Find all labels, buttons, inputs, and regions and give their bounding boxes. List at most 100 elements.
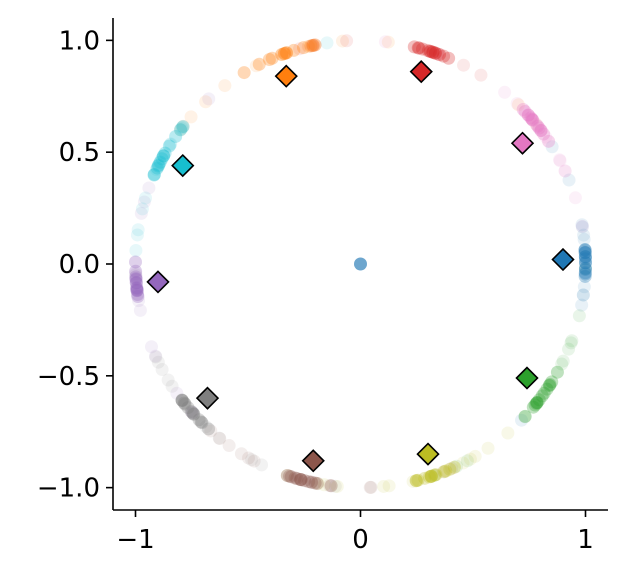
cluster-point (306, 38, 320, 52)
cluster-point (542, 134, 556, 148)
cluster-point (294, 473, 308, 487)
cluster-point (162, 139, 176, 153)
halo-point (518, 410, 532, 424)
cluster-point (518, 105, 532, 119)
halo-point (212, 431, 226, 445)
halo-point (142, 181, 156, 195)
cluster-point (184, 404, 198, 418)
halo-point (468, 449, 482, 463)
halo-point (245, 453, 259, 467)
halo-point (130, 228, 144, 242)
cluster-point (537, 386, 551, 400)
halo-point (317, 478, 331, 492)
halo-point (306, 38, 320, 52)
cluster-point (550, 365, 564, 379)
center-point-layer (354, 257, 367, 271)
cluster-point (532, 121, 546, 135)
halo-point (199, 420, 213, 434)
cluster-point (578, 256, 592, 270)
cluster-point (186, 406, 200, 420)
halo-point (139, 191, 153, 205)
cluster-point (534, 123, 548, 137)
cluster-point (293, 472, 307, 486)
cluster-point (175, 393, 189, 407)
cluster-point (157, 149, 171, 163)
halo-point (149, 350, 163, 364)
cluster-point (424, 469, 438, 483)
halo-point (151, 355, 165, 369)
halo-point (539, 130, 553, 144)
cluster-point (442, 51, 456, 65)
halo-point (247, 454, 261, 468)
halo-point (293, 42, 307, 56)
halo-point (305, 39, 319, 53)
halo-point (515, 413, 529, 427)
cluster-point (130, 281, 144, 295)
cluster-point (524, 111, 538, 125)
halo-point (555, 357, 569, 371)
y-tick-label: −0.5 (37, 362, 100, 392)
halo-point (431, 47, 445, 61)
halo-point (275, 47, 289, 61)
cluster-point (407, 40, 421, 54)
cluster-point (202, 422, 216, 436)
halo-point (249, 59, 263, 73)
halo-point (320, 36, 334, 50)
axes-layer: −1 0 1 −1.0 −0.5 0.0 0.5 1.0 (37, 18, 608, 555)
cluster-point (535, 389, 549, 403)
cluster-point (540, 382, 554, 396)
cluster-point (426, 45, 440, 59)
halo-point (129, 268, 143, 282)
halo-point (498, 85, 512, 99)
prototype-diamond (551, 247, 575, 272)
halo-point (565, 334, 579, 348)
halo-point (382, 479, 396, 493)
cluster-point (187, 407, 201, 421)
cluster-point (521, 108, 535, 122)
halo-point (132, 294, 146, 308)
halo-point (323, 479, 337, 493)
cluster-point (578, 243, 592, 257)
cluster-point (525, 112, 539, 126)
halo-point (222, 439, 236, 453)
halo-point (460, 454, 474, 468)
cluster-point (178, 397, 192, 411)
halo-point (175, 121, 189, 135)
cluster-point (157, 149, 171, 163)
halo-point (427, 468, 441, 482)
halo-point (578, 262, 592, 276)
halo-point (213, 431, 227, 445)
cluster-point (529, 396, 543, 410)
halo-point (456, 456, 470, 470)
cluster-point (447, 460, 461, 474)
halo-point (463, 452, 477, 466)
cluster-point (129, 276, 143, 290)
cluster-point (147, 167, 161, 181)
halo-point (450, 459, 464, 473)
halo-point (558, 164, 572, 178)
halo-point (558, 164, 572, 178)
cluster-point (310, 476, 324, 490)
halo-point (562, 173, 576, 187)
halo-point (364, 480, 378, 494)
cluster-point (426, 45, 440, 59)
halo-point (575, 219, 589, 233)
halo-point (242, 451, 256, 465)
halo-point (129, 267, 143, 281)
y-tick-label: 0.0 (59, 250, 100, 280)
halo-point (129, 243, 143, 257)
cluster-point (130, 284, 144, 298)
x-tick-label: 0 (352, 525, 369, 555)
halo-point (481, 441, 495, 455)
halo-point (305, 475, 319, 489)
cluster-point (176, 120, 190, 134)
halo-point (133, 303, 147, 317)
prototype-diamond (146, 270, 170, 294)
cluster-point (578, 246, 592, 260)
cluster-point (424, 45, 438, 59)
cluster-point (428, 468, 442, 482)
prototype-diamond (409, 60, 433, 84)
cluster-point (437, 465, 451, 479)
halo-point (165, 379, 179, 393)
